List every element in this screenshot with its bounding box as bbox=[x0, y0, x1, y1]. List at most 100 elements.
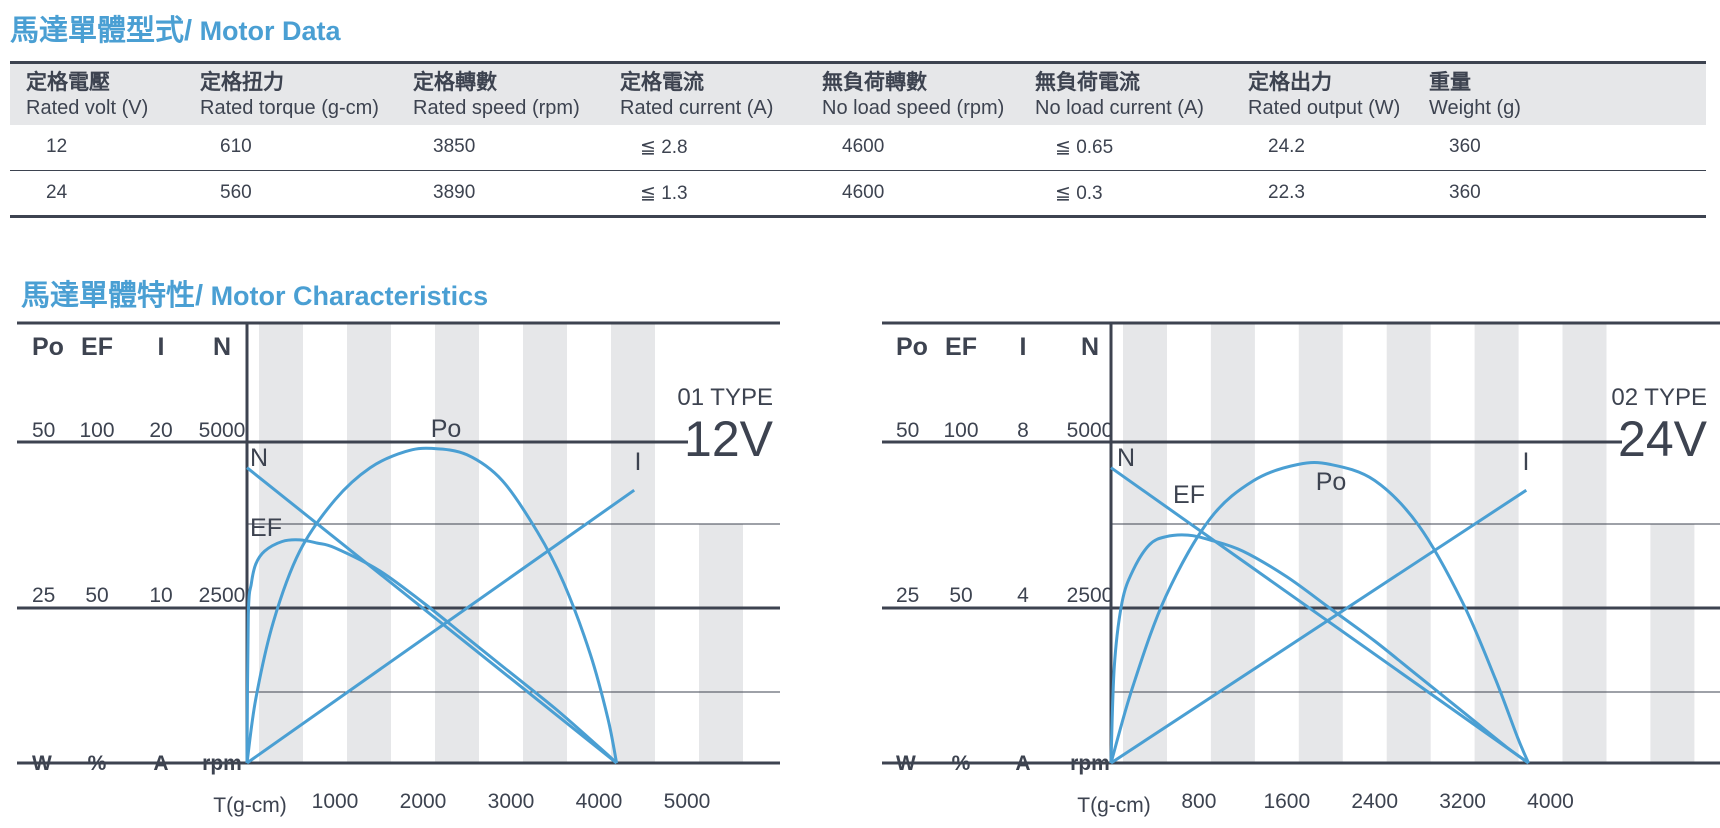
table-cell: 12 bbox=[10, 124, 184, 171]
column-header: 定格扭力 Rated torque (g-cm) bbox=[184, 61, 397, 125]
table-cell: 4600 bbox=[806, 124, 1019, 171]
column-header-zh: 定格扭力 bbox=[200, 71, 284, 94]
type-label: 02 TYPE bbox=[1611, 384, 1707, 411]
table-body: 12 610 3850 ≦ 2.8 4600 ≦ 0.65 24.2 360 24 560 3890… bbox=[10, 124, 1706, 218]
axis-unit-ef: % bbox=[952, 752, 971, 775]
table-cell: ≦ 1.3 bbox=[604, 170, 806, 218]
table-cell: 22.3 bbox=[1232, 170, 1413, 218]
axis-tick-ef-max: 100 bbox=[79, 419, 114, 442]
series-label-n: N bbox=[1117, 444, 1135, 472]
column-header-zh: 定格電流 bbox=[620, 71, 704, 94]
x-tick-label: 1600 bbox=[1263, 790, 1310, 813]
grid-stripe bbox=[699, 524, 743, 763]
table-cell: 560 bbox=[184, 170, 397, 218]
axis-tick-ef-max: 100 bbox=[943, 419, 978, 442]
column-header-zh: 無負荷轉數 bbox=[822, 71, 927, 94]
column-header-zh: 定格電壓 bbox=[26, 71, 110, 94]
grid-stripe bbox=[1386, 323, 1431, 763]
series-label-po: Po bbox=[431, 415, 462, 443]
series-line-po bbox=[1109, 460, 1530, 764]
axis-header-i: I bbox=[158, 333, 165, 361]
axis-tick-n-max: 5000 bbox=[199, 419, 246, 442]
axis-tick-n-max: 5000 bbox=[1067, 419, 1114, 442]
axis-tick-n-mid: 2500 bbox=[199, 584, 246, 607]
grid-stripe bbox=[1298, 323, 1343, 763]
table-cell: 610 bbox=[184, 124, 397, 171]
table-cell: 3890 bbox=[397, 170, 604, 218]
series-line-po bbox=[245, 446, 619, 764]
axis-header-po: Po bbox=[896, 333, 928, 361]
series-label-n: N bbox=[250, 444, 268, 472]
grid-stripe bbox=[1474, 323, 1519, 763]
column-header: 定格轉數 Rated speed (rpm) bbox=[397, 61, 604, 125]
table-cell: 360 bbox=[1413, 124, 1706, 171]
table-cell: 24.2 bbox=[1232, 124, 1413, 171]
table-cell: 24 bbox=[10, 170, 184, 218]
series-line-ef bbox=[1109, 533, 1530, 765]
series-line-i bbox=[1110, 488, 1528, 765]
grid-stripe bbox=[1650, 524, 1695, 763]
axis-tick-po-max: 50 bbox=[896, 419, 919, 442]
column-header: 定格出力 Rated output (W) bbox=[1232, 61, 1413, 125]
axis-unit-po: W bbox=[32, 752, 52, 775]
voltage-label: 24V bbox=[1618, 411, 1708, 467]
column-header: 無負荷轉數 No load speed (rpm) bbox=[806, 61, 1019, 125]
series-label-i: I bbox=[635, 448, 642, 476]
axis-tick-po-mid: 25 bbox=[32, 584, 55, 607]
series-label-i: I bbox=[1523, 448, 1530, 476]
axis-header-ef: EF bbox=[81, 333, 113, 361]
x-tick-label: 800 bbox=[1181, 790, 1216, 813]
series-label-ef: EF bbox=[1173, 481, 1205, 509]
column-header-en: Rated output (W) bbox=[1248, 97, 1401, 119]
x-tick-label: 4000 bbox=[576, 790, 623, 813]
voltage-label: 12V bbox=[684, 411, 774, 467]
motor-data-title-en: Motor Data bbox=[192, 16, 341, 46]
table-header-row: 定格電壓 Rated volt (V) 定格扭力 Rated torque (g-cm… bbox=[10, 61, 1706, 125]
column-header-zh: 定格轉數 bbox=[413, 71, 497, 94]
axis-tick-ef-mid: 50 bbox=[85, 584, 108, 607]
chart-panel-1 bbox=[17, 321, 780, 765]
motor-data-title: 馬達單體型式/ Motor Data bbox=[10, 7, 341, 49]
motor-characteristics-title: 馬達單體特性/ Motor Characteristics bbox=[21, 272, 488, 314]
table-cell: ≦ 0.3 bbox=[1019, 170, 1232, 218]
motor-characteristics-title-en: Motor Characteristics bbox=[203, 281, 489, 311]
column-header: 定格電流 Rated current (A) bbox=[604, 61, 806, 125]
series-label-ef: EF bbox=[250, 514, 282, 542]
x-tick-label: 4000 bbox=[1527, 790, 1574, 813]
axis-header-po: Po bbox=[32, 333, 64, 361]
axis-header-i: I bbox=[1020, 333, 1027, 361]
type-label: 01 TYPE bbox=[677, 384, 773, 411]
table-row: 12 610 3850 ≦ 2.8 4600 ≦ 0.65 24.2 360 bbox=[10, 124, 1706, 171]
axis-tick-ef-mid: 50 bbox=[949, 584, 972, 607]
axis-unit-po: W bbox=[896, 752, 916, 775]
x-tick-label: 2000 bbox=[400, 790, 447, 813]
x-tick-label: 1000 bbox=[312, 790, 359, 813]
column-header-zh: 重量 bbox=[1429, 71, 1471, 94]
column-header-en: Rated torque (g-cm) bbox=[200, 97, 379, 119]
table-row: 24 560 3890 ≦ 1.3 4600 ≦ 0.3 22.3 360 bbox=[10, 170, 1706, 218]
column-header-en: Weight (g) bbox=[1429, 97, 1521, 119]
grid-stripe bbox=[435, 323, 479, 763]
column-header: 無負荷電流 No load current (A) bbox=[1019, 61, 1232, 125]
axis-unit-i: A bbox=[153, 752, 168, 775]
series-line-n bbox=[1110, 466, 1530, 765]
series-line-i bbox=[246, 488, 636, 765]
axis-tick-n-mid: 2500 bbox=[1067, 584, 1114, 607]
x-axis-label: T(g-cm) bbox=[1077, 794, 1150, 817]
table-cell: 4600 bbox=[806, 170, 1019, 218]
axis-tick-po-mid: 25 bbox=[896, 584, 919, 607]
axis-unit-n: rpm bbox=[202, 752, 242, 775]
x-tick-label: 5000 bbox=[664, 790, 711, 813]
column-header-en: No load current (A) bbox=[1035, 97, 1204, 119]
axis-tick-i-mid: 10 bbox=[149, 584, 172, 607]
x-tick-label: 3000 bbox=[488, 790, 535, 813]
column-header: 定格電壓 Rated volt (V) bbox=[10, 61, 184, 125]
axis-header-ef: EF bbox=[945, 333, 977, 361]
column-header-en: No load speed (rpm) bbox=[822, 97, 1005, 119]
table-cell: 360 bbox=[1413, 170, 1706, 218]
axis-header-n: N bbox=[1081, 333, 1099, 361]
axis-unit-i: A bbox=[1015, 752, 1030, 775]
x-tick-label: 2400 bbox=[1351, 790, 1398, 813]
column-header-en: Rated speed (rpm) bbox=[413, 97, 580, 119]
